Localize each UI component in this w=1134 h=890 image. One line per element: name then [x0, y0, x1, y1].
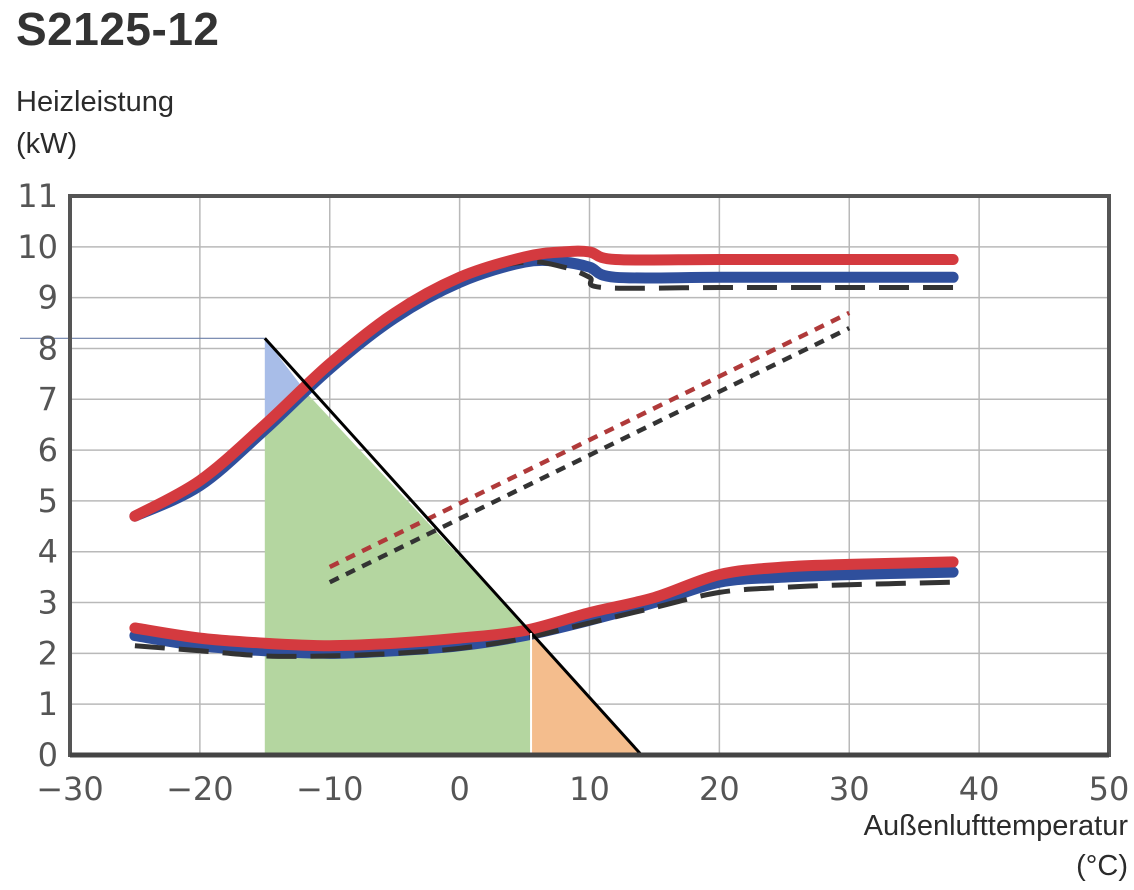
y-tick-label-10: 10 — [17, 228, 58, 266]
y-tick-label-0: 0 — [38, 736, 58, 774]
x-tick-label-7: 40 — [959, 770, 1000, 808]
y-tick-label-8: 8 — [38, 329, 58, 367]
y-tick-label-5: 5 — [38, 482, 58, 520]
y-tick-label-9: 9 — [38, 279, 58, 317]
y-tick-label-1: 1 — [38, 685, 58, 723]
region-green — [264, 394, 532, 755]
plot-frame — [20, 194, 1111, 758]
y-tick-label-3: 3 — [38, 584, 58, 622]
series-mid-red — [328, 310, 851, 569]
x-tick-label-0: −30 — [36, 770, 104, 808]
y-tick-label-7: 7 — [38, 380, 58, 418]
y-axis-label-line-2: (kW) — [16, 128, 78, 160]
y-tick-label-6: 6 — [38, 431, 58, 469]
data-series — [129, 245, 959, 659]
y-tick-label-2: 2 — [38, 634, 58, 672]
series-min-red — [129, 556, 959, 652]
x-tick-label-5: 20 — [699, 770, 740, 808]
series-max-red — [129, 245, 959, 522]
y-tick-label-11: 11 — [17, 177, 58, 215]
y-axis-label-line-1: Heizleistung — [16, 86, 174, 118]
x-tick-label-6: 30 — [829, 770, 870, 808]
x-tick-label-4: 10 — [569, 770, 610, 808]
chart-title: S2125-12 — [16, 3, 220, 55]
x-tick-label-3: 0 — [449, 770, 469, 808]
y-tick-label-4: 4 — [38, 533, 58, 571]
x-tick-label-1: −20 — [166, 770, 234, 808]
series-min-black — [134, 579, 954, 659]
x-axis-label-line-1: Außenlufttemperatur — [863, 810, 1128, 842]
x-axis-label-line-2: (°C) — [1076, 850, 1128, 882]
region-blue — [264, 338, 308, 425]
x-tick-label-8: 50 — [1089, 770, 1130, 808]
x-tick-label-2: −10 — [296, 770, 364, 808]
series-mid-black — [328, 326, 851, 585]
tick-labels: −30 −20 −10 0 10 20 30 40 50 0 1 2 3 4 5 6 7 8 9 10 11 — [17, 177, 1129, 808]
